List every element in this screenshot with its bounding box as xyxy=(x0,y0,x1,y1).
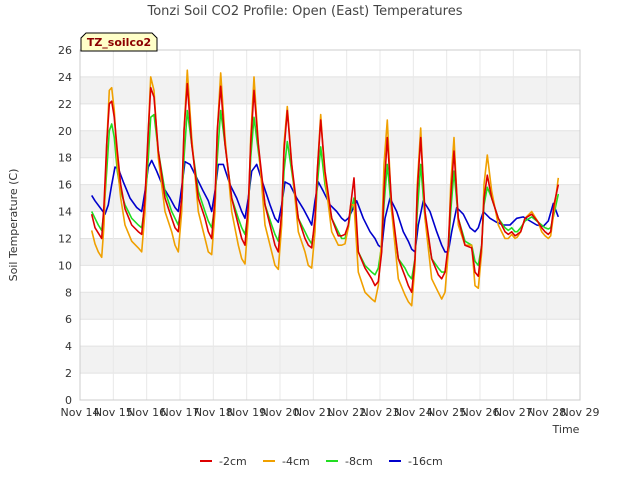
site-badge-shape xyxy=(80,32,158,52)
y-tick-label: 2 xyxy=(65,367,72,380)
grid-band xyxy=(80,346,580,374)
y-tick-label: 6 xyxy=(65,313,72,326)
y-axis-label: Soil Temperature (C) xyxy=(7,169,20,282)
legend-label: -8cm xyxy=(345,455,373,468)
y-tick-label: 24 xyxy=(58,71,72,84)
x-tick-label: Nov 24 xyxy=(394,406,433,419)
y-tick-label: 14 xyxy=(58,206,72,219)
x-tick-label: Nov 16 xyxy=(127,406,166,419)
grid-band xyxy=(80,130,580,158)
x-tick-label: Nov 18 xyxy=(194,406,233,419)
site-badge: TZ_soilco2 xyxy=(80,32,158,52)
x-tick-label: Nov 23 xyxy=(361,406,400,419)
grid-band xyxy=(80,76,580,104)
y-tick-label: 4 xyxy=(65,340,72,353)
x-tick-label: Nov 19 xyxy=(227,406,266,419)
series-line-2cm xyxy=(90,82,560,294)
x-tick-label: Nov 15 xyxy=(94,406,133,419)
grid-band xyxy=(80,292,580,320)
x-axis-label: Time xyxy=(552,423,580,436)
legend-label: -2cm xyxy=(219,455,247,468)
x-tick-label: Nov 21 xyxy=(294,406,333,419)
site-badge-text: TZ_soilco2 xyxy=(87,36,151,49)
y-tick-label: 10 xyxy=(58,259,72,272)
legend: -2cm -4cm -8cm -16cm xyxy=(200,455,443,468)
x-tick-label: Nov 17 xyxy=(161,406,200,419)
x-tick-label: Nov 27 xyxy=(494,406,533,419)
y-tick-label: 16 xyxy=(58,179,72,192)
y-tick-label: 26 xyxy=(58,44,72,57)
grid-band xyxy=(80,238,580,266)
x-tick-label: Nov 28 xyxy=(527,406,566,419)
y-tick-label: 8 xyxy=(65,286,72,299)
chart-title: Tonzi Soil CO2 Profile: Open (East) Temp… xyxy=(146,4,462,19)
y-tick-label: 0 xyxy=(65,394,72,407)
legend-label: -4cm xyxy=(282,455,310,468)
x-tick-label: Nov 14 xyxy=(61,406,100,419)
legend-label: -16cm xyxy=(408,455,443,468)
x-tick-label: Nov 29 xyxy=(561,406,600,419)
y-tick-label: 12 xyxy=(58,232,72,245)
series-layer xyxy=(90,69,560,307)
y-tick-label: 18 xyxy=(58,152,72,165)
x-tick-label: Nov 22 xyxy=(327,406,366,419)
y-tick-label: 20 xyxy=(58,125,72,138)
x-tick-label: Nov 26 xyxy=(461,406,500,419)
x-tick-label: Nov 20 xyxy=(261,406,300,419)
x-tick-label: Nov 25 xyxy=(427,406,466,419)
y-tick-label: 22 xyxy=(58,98,72,111)
plot-frame xyxy=(79,49,581,401)
